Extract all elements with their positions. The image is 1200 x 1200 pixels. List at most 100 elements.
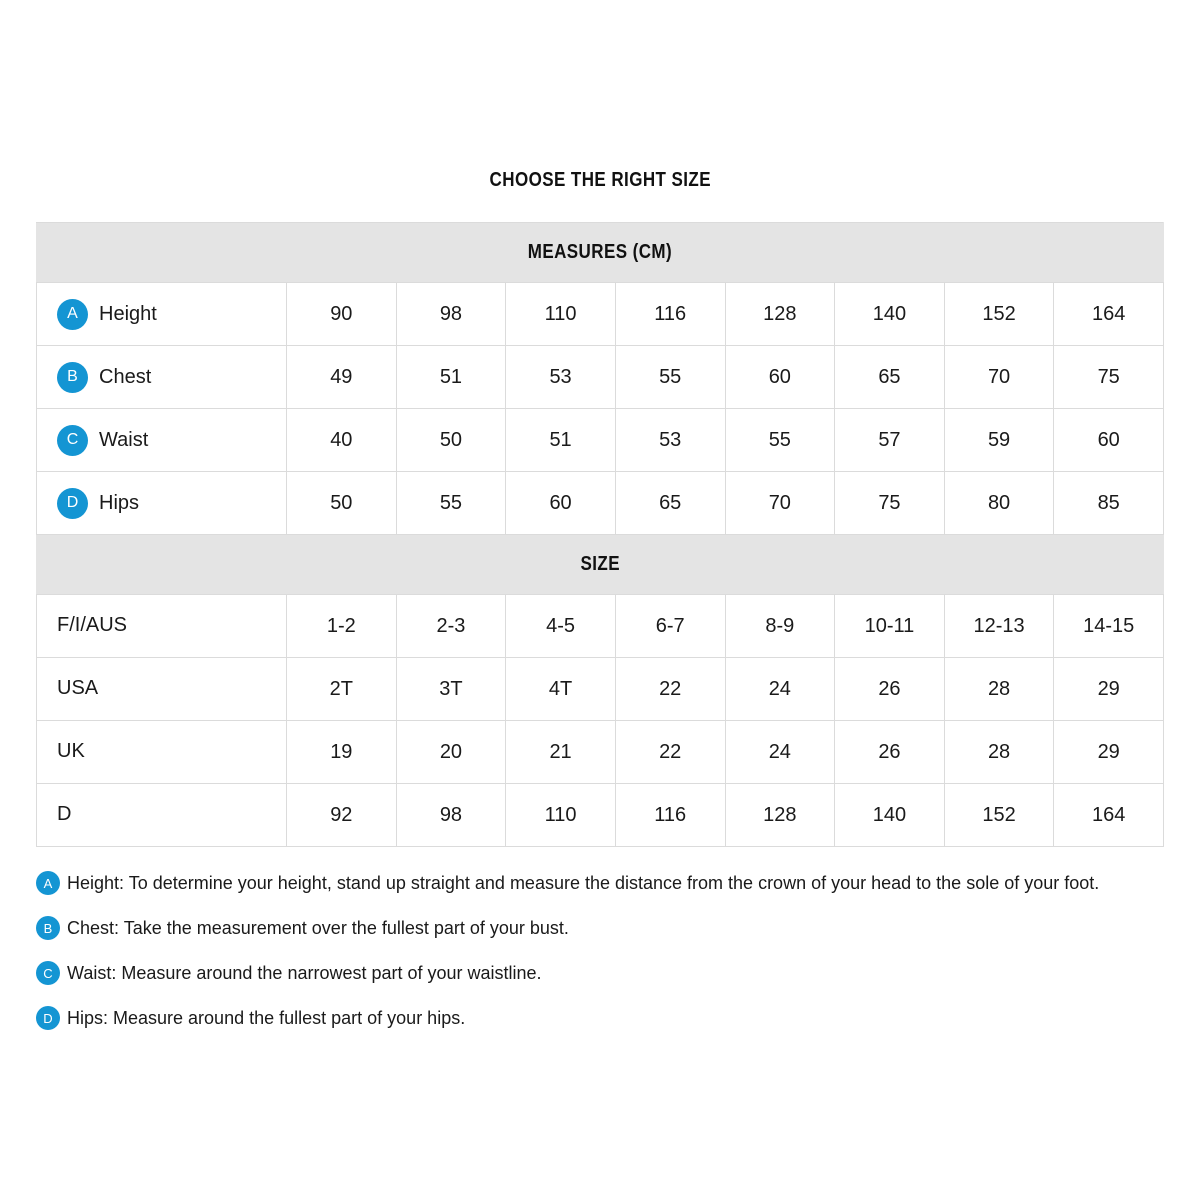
table-cell: 60 xyxy=(1053,408,1164,472)
table-cell: 65 xyxy=(614,471,726,535)
table-cell: 55 xyxy=(724,408,836,472)
page-title-text: CHOOSE THE RIGHT SIZE xyxy=(489,169,711,191)
table-cell: 90 xyxy=(286,282,397,346)
table-cell: 85 xyxy=(1053,471,1164,535)
table-cell: 4-5 xyxy=(505,594,616,658)
table-cell: 19 xyxy=(286,720,397,784)
table-cell: 1-2 xyxy=(286,594,397,658)
table-cell: 57 xyxy=(834,408,945,472)
size-header-row: SIZE xyxy=(36,534,1164,595)
size-label-cell: USA xyxy=(36,657,287,721)
table-cell: 50 xyxy=(395,408,507,472)
table-cell: 51 xyxy=(395,345,507,409)
table-cell: 128 xyxy=(724,282,836,346)
measure-badge-b: B xyxy=(57,361,88,393)
size-label-cell: D xyxy=(36,783,287,847)
table-cell: 140 xyxy=(834,282,945,346)
table-row-waist: C Waist 40 50 51 53 55 57 59 60 xyxy=(36,408,1164,472)
measure-label-cell: A Height xyxy=(36,282,287,346)
footnote-text: Waist: Measure around the narrowest part… xyxy=(67,963,542,983)
table-cell: 55 xyxy=(395,471,507,535)
footnote-text: Hips: Measure around the fullest part of… xyxy=(67,1008,466,1028)
measure-badge-a: A xyxy=(57,298,88,330)
table-cell: 70 xyxy=(724,471,836,535)
footnote-height: A Height: To determine your height, stan… xyxy=(36,871,1164,895)
table-cell: 75 xyxy=(1053,345,1164,409)
table-cell: 110 xyxy=(505,282,616,346)
table-cell: 59 xyxy=(943,408,1055,472)
table-cell: 2-3 xyxy=(395,594,507,658)
size-label-cell: UK xyxy=(36,720,287,784)
measures-header-row: MEASURES (CM) xyxy=(36,222,1164,283)
table-cell: 10-11 xyxy=(834,594,945,658)
footnotes-section: A Height: To determine your height, stan… xyxy=(36,871,1164,1030)
table-cell: 51 xyxy=(505,408,616,472)
table-cell: 152 xyxy=(943,282,1055,346)
table-cell: 4T xyxy=(505,657,616,721)
table-cell: 2T xyxy=(286,657,397,721)
size-header-cell: SIZE xyxy=(36,534,1164,595)
table-cell: 8-9 xyxy=(724,594,836,658)
footnote-text: Chest: Take the measurement over the ful… xyxy=(67,918,569,938)
table-cell: 6-7 xyxy=(614,594,726,658)
table-cell: 3T xyxy=(395,657,507,721)
table-row-hips: D Hips 50 55 60 65 70 75 80 85 xyxy=(36,471,1164,535)
table-cell: 75 xyxy=(834,471,945,535)
table-cell: 26 xyxy=(834,657,945,721)
size-label: F/I/AUS xyxy=(57,614,128,637)
table-row-d: D 92 98 110 116 128 140 152 164 xyxy=(36,783,1164,847)
table-cell: 65 xyxy=(834,345,945,409)
page-title: CHOOSE THE RIGHT SIZE xyxy=(0,168,1200,192)
size-label: D xyxy=(57,803,72,826)
table-cell: 24 xyxy=(724,657,836,721)
measure-badge-d: D xyxy=(57,487,88,519)
table-cell: 26 xyxy=(834,720,945,784)
table-cell: 164 xyxy=(1053,282,1164,346)
measure-label: Hips xyxy=(99,491,140,514)
table-cell: 29 xyxy=(1053,657,1164,721)
table-cell: 110 xyxy=(505,783,616,847)
size-label: USA xyxy=(57,677,99,700)
table-cell: 55 xyxy=(614,345,726,409)
footnote-badge-a: A xyxy=(36,871,60,895)
measure-label-cell: C Waist xyxy=(36,408,287,472)
table-cell: 128 xyxy=(724,783,836,847)
table-cell: 98 xyxy=(395,282,507,346)
measures-header-cell: MEASURES (CM) xyxy=(36,222,1164,283)
measure-label-cell: B Chest xyxy=(36,345,287,409)
table-cell: 60 xyxy=(724,345,836,409)
table-cell: 49 xyxy=(286,345,397,409)
table-cell: 20 xyxy=(395,720,507,784)
table-row-uk: UK 19 20 21 22 24 26 28 29 xyxy=(36,720,1164,784)
table-cell: 28 xyxy=(943,720,1055,784)
table-cell: 92 xyxy=(286,783,397,847)
size-header-text: SIZE xyxy=(580,553,620,575)
table-cell: 60 xyxy=(505,471,616,535)
measure-label-cell: D Hips xyxy=(36,471,287,535)
table-cell: 98 xyxy=(395,783,507,847)
table-row-height: A Height 90 98 110 116 128 140 152 164 xyxy=(36,282,1164,346)
table-cell: 116 xyxy=(614,783,726,847)
footnote-waist: C Waist: Measure around the narrowest pa… xyxy=(36,961,1164,985)
table-cell: 29 xyxy=(1053,720,1164,784)
size-label-cell: F/I/AUS xyxy=(36,594,287,658)
table-cell: 22 xyxy=(614,720,726,784)
table-cell: 80 xyxy=(943,471,1055,535)
table-cell: 70 xyxy=(943,345,1055,409)
table-row-usa: USA 2T 3T 4T 22 24 26 28 29 xyxy=(36,657,1164,721)
table-cell: 164 xyxy=(1053,783,1164,847)
size-guide-table: MEASURES (CM) A Height 90 98 110 116 128 … xyxy=(36,222,1164,847)
measure-label: Height xyxy=(99,302,157,325)
table-cell: 28 xyxy=(943,657,1055,721)
footnote-badge-b: B xyxy=(36,916,60,940)
table-cell: 12-13 xyxy=(943,594,1055,658)
table-cell: 53 xyxy=(614,408,726,472)
measure-label: Waist xyxy=(99,428,149,451)
table-cell: 116 xyxy=(614,282,726,346)
table-cell: 53 xyxy=(505,345,616,409)
table-cell: 152 xyxy=(943,783,1055,847)
table-row-fiaus: F/I/AUS 1-2 2-3 4-5 6-7 8-9 10-11 12-13 … xyxy=(36,594,1164,658)
table-cell: 22 xyxy=(614,657,726,721)
table-cell: 24 xyxy=(724,720,836,784)
table-cell: 140 xyxy=(834,783,945,847)
